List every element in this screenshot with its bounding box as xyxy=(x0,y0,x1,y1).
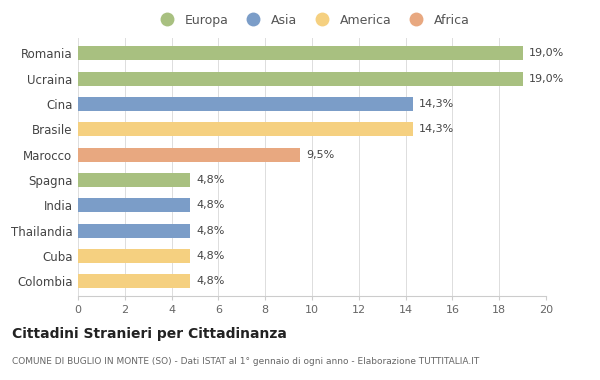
Legend: Europa, Asia, America, Africa: Europa, Asia, America, Africa xyxy=(154,14,470,27)
Text: 4,8%: 4,8% xyxy=(196,226,224,236)
Text: 19,0%: 19,0% xyxy=(529,74,564,84)
Text: 19,0%: 19,0% xyxy=(529,48,564,58)
Text: 4,8%: 4,8% xyxy=(196,251,224,261)
Bar xyxy=(78,223,190,238)
Text: COMUNE DI BUGLIO IN MONTE (SO) - Dati ISTAT al 1° gennaio di ogni anno - Elabora: COMUNE DI BUGLIO IN MONTE (SO) - Dati IS… xyxy=(12,357,479,366)
Bar xyxy=(78,173,190,187)
Text: 4,8%: 4,8% xyxy=(196,276,224,286)
Bar xyxy=(78,46,523,60)
Text: 4,8%: 4,8% xyxy=(196,175,224,185)
Bar xyxy=(78,198,190,212)
Bar xyxy=(78,249,190,263)
Bar xyxy=(78,71,523,86)
Text: 4,8%: 4,8% xyxy=(196,200,224,210)
Text: 14,3%: 14,3% xyxy=(418,124,454,134)
Bar xyxy=(78,97,413,111)
Text: Cittadini Stranieri per Cittadinanza: Cittadini Stranieri per Cittadinanza xyxy=(12,327,287,341)
Bar xyxy=(78,274,190,288)
Bar xyxy=(78,122,413,136)
Text: 14,3%: 14,3% xyxy=(418,99,454,109)
Bar xyxy=(78,147,301,162)
Text: 9,5%: 9,5% xyxy=(306,150,334,160)
